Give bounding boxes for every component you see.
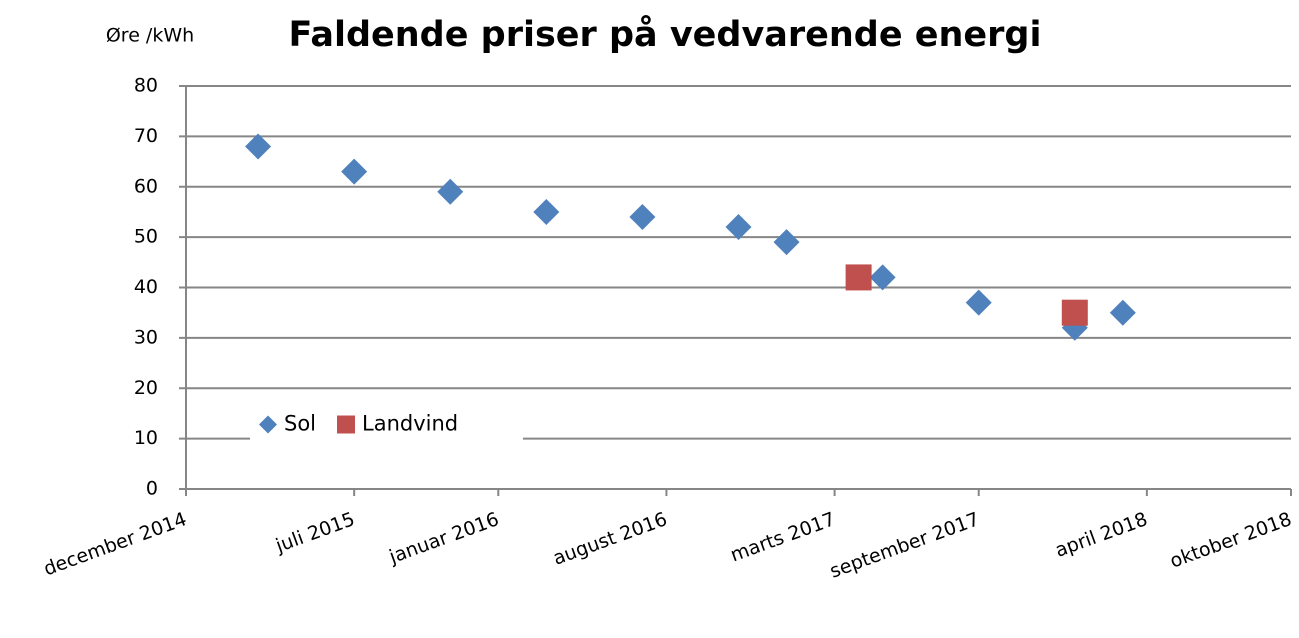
legend-label: Sol <box>284 412 316 436</box>
point <box>845 264 872 291</box>
point <box>533 198 560 225</box>
point <box>869 264 896 291</box>
point <box>1109 299 1136 326</box>
y-tick-label: 20 <box>134 377 158 399</box>
y-axis-label: Øre /kWh <box>106 25 194 47</box>
legend-marker <box>259 415 277 434</box>
chart-title: Faldende priser på vedvarende energi <box>289 14 1042 55</box>
y-tick-label: 10 <box>134 427 158 449</box>
y-tick-label: 0 <box>146 478 158 500</box>
point <box>629 203 656 230</box>
point <box>965 289 992 316</box>
y-tick-label: 60 <box>134 175 158 197</box>
x-tick-label: juli 2015 <box>272 508 358 557</box>
y-tick-label: 80 <box>134 75 158 97</box>
y-tick-label: 50 <box>134 226 158 248</box>
point <box>437 178 464 205</box>
legend-marker <box>337 415 356 434</box>
x-tick-label: april 2018 <box>1052 508 1150 562</box>
x-tick-label: marts 2017 <box>728 508 839 566</box>
point <box>1061 299 1088 326</box>
point <box>341 158 368 185</box>
legend-box <box>250 408 523 441</box>
point <box>725 214 752 241</box>
x-tick-label: januar 2016 <box>385 508 501 568</box>
y-tick-label: 40 <box>134 276 158 298</box>
x-tick-label: september 2017 <box>827 508 982 582</box>
y-tick-label: 30 <box>134 326 158 348</box>
x-tick-label: august 2016 <box>550 508 670 570</box>
x-tick-label: oktober 2018 <box>1167 508 1294 572</box>
legend-label: Landvind <box>362 412 458 436</box>
point <box>245 133 272 160</box>
point <box>773 229 800 256</box>
y-tick-label: 70 <box>134 125 158 147</box>
x-tick-label: december 2014 <box>41 508 190 580</box>
